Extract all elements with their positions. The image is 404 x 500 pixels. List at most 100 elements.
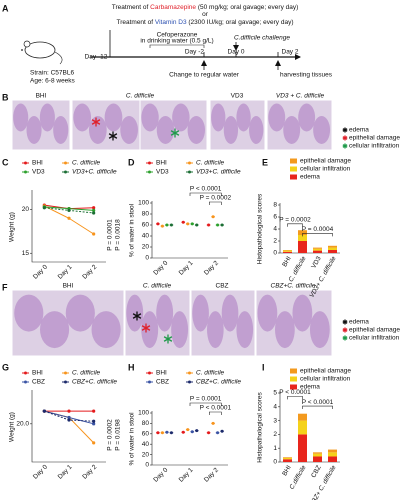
tissue — [156, 294, 174, 332]
y-tick-label: 4 — [273, 404, 277, 411]
text: (50 mg/kg; oral gavage; every day) — [196, 4, 298, 11]
bar-segment — [313, 452, 322, 454]
day-label: Day 2 — [282, 49, 299, 56]
bar-segment — [328, 449, 337, 453]
x-tick-label: Day 0 — [32, 463, 49, 480]
image-label: BHI — [63, 283, 74, 290]
point — [42, 409, 46, 413]
tissue — [236, 311, 254, 349]
p-value: P = 0.0002 — [107, 419, 114, 451]
y-axis-label: % of water in stool — [129, 412, 136, 466]
bar-segment — [283, 459, 292, 462]
asterisk — [170, 128, 180, 138]
p-value: P = 0.0001 — [190, 396, 222, 403]
y-tick-label: 20 — [142, 451, 150, 458]
asterisk — [141, 323, 151, 333]
bar-segment — [298, 413, 307, 421]
point — [216, 223, 220, 227]
y-tick-label: 6 — [273, 214, 277, 221]
tissue — [65, 294, 95, 332]
legend-swatch — [24, 161, 27, 165]
image-label: CBZ+C. difficile — [271, 283, 316, 290]
x-tick-label: Day 2 — [203, 259, 220, 276]
panel-letter: H — [128, 362, 135, 372]
legend-label: cellular infiltration — [300, 376, 351, 383]
legend-label: BHI — [156, 370, 167, 377]
y-tick-label: 4 — [273, 226, 277, 233]
point — [165, 223, 169, 227]
x-tick-label: Day 2 — [81, 463, 98, 480]
p-value: P = 0.0018 — [115, 219, 122, 251]
tissue — [207, 311, 224, 349]
mouse-tail — [54, 51, 63, 65]
point — [92, 206, 96, 210]
tissue — [156, 116, 175, 144]
point — [92, 211, 96, 215]
point — [220, 429, 224, 433]
bracket — [189, 402, 222, 406]
legend-swatch — [64, 161, 67, 165]
legend-swatch — [148, 380, 151, 384]
bracket — [302, 233, 333, 237]
p-value: P = 0.0002 — [279, 217, 311, 224]
tissue — [292, 294, 313, 332]
asterisk — [132, 311, 142, 321]
tissue — [313, 116, 331, 144]
legend-label: C. difficile — [72, 370, 101, 377]
x-tick-label: Day 1 — [178, 466, 195, 483]
p-value: P < 0.0001 — [302, 399, 334, 406]
bar-segment — [298, 434, 307, 462]
y-tick-label: 40 — [142, 233, 150, 240]
y-axis-label: Histopathological scores — [257, 193, 264, 264]
legend-swatch — [148, 170, 151, 174]
y-tick-label: 15 — [22, 250, 30, 257]
panel-letter: D — [128, 157, 135, 167]
point — [195, 429, 199, 433]
point — [160, 431, 164, 435]
x-tick-label: Day 1 — [57, 463, 74, 480]
bar-segment — [313, 456, 322, 462]
y-tick-label: 8 — [273, 202, 277, 209]
tissue — [192, 294, 209, 332]
x-tick-label: BHI — [281, 464, 293, 477]
bar-segment — [283, 250, 292, 251]
point — [92, 208, 96, 212]
drug-name: Vitamin D3 — [155, 19, 187, 26]
bar-segment — [328, 452, 337, 457]
strain: Strain: C57BL6 — [30, 70, 74, 77]
point — [165, 430, 169, 434]
legend-label: edema — [349, 127, 369, 134]
y-axis-label: % of water in stool — [129, 203, 136, 257]
panel-letter: C — [2, 157, 9, 167]
asterisk — [342, 135, 348, 141]
mouse-ear — [23, 40, 31, 48]
legend-label: BHI — [156, 160, 167, 167]
image-label: C. difficile — [143, 283, 172, 290]
bracket — [287, 396, 303, 400]
point — [156, 222, 160, 226]
x-tick-label: Day 2 — [203, 466, 220, 483]
tissue — [14, 294, 44, 332]
y-axis-label: Histopathological scores — [257, 392, 264, 463]
bracket — [189, 192, 222, 196]
bar-segment — [328, 456, 337, 462]
asterisk — [342, 335, 348, 341]
tissue — [91, 311, 121, 349]
point — [67, 415, 71, 420]
legend-label: C. difficile — [72, 160, 101, 167]
tissue — [40, 311, 70, 349]
point — [186, 222, 190, 226]
bracket — [287, 223, 303, 227]
panel-letter: I — [262, 362, 265, 372]
legend-label: cellular infiltration — [349, 335, 400, 342]
panel-letter: B — [2, 92, 9, 102]
tissue — [73, 103, 92, 132]
tissue — [309, 311, 330, 349]
tissue — [120, 116, 138, 144]
p-value: P = 0.0002 — [200, 195, 232, 202]
y-tick-label: 1 — [273, 445, 277, 452]
legend-swatch — [188, 380, 191, 384]
point — [156, 431, 160, 435]
legend-label: C. difficile — [196, 160, 225, 167]
asterisk — [342, 127, 348, 133]
